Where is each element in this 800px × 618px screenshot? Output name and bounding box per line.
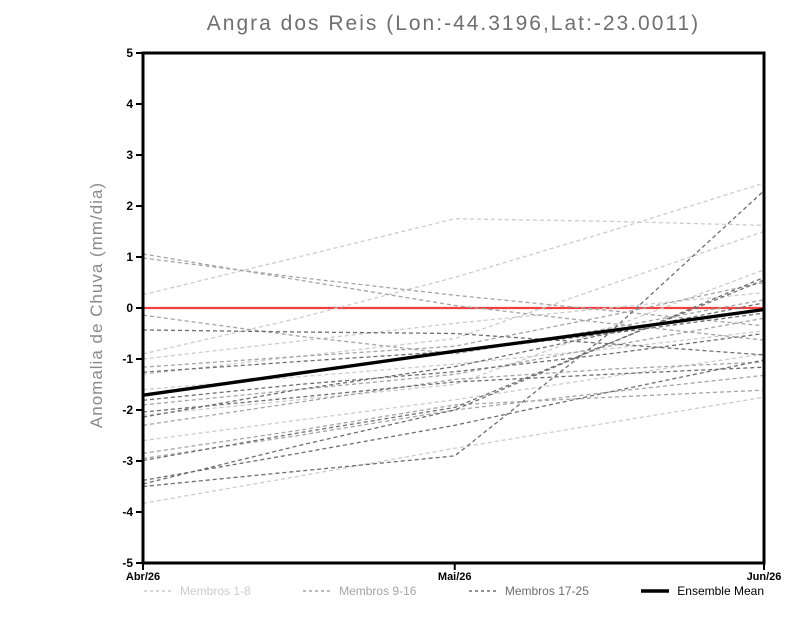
y-tick-label: 1 xyxy=(126,250,133,264)
x-tick-label: Jun/26 xyxy=(747,571,782,583)
member-line xyxy=(142,182,765,355)
member-line xyxy=(142,329,765,356)
y-tick-label: -4 xyxy=(122,505,133,519)
member-line xyxy=(142,292,765,360)
legend-item: Membros 9-16 xyxy=(302,584,416,598)
member-line xyxy=(142,389,765,454)
member-line xyxy=(142,359,765,482)
y-tick-label: -3 xyxy=(122,454,133,468)
member-line xyxy=(142,302,765,418)
y-tick-label: -5 xyxy=(122,556,133,570)
y-tick-label: 4 xyxy=(126,97,133,111)
member-line xyxy=(142,332,765,401)
member-line xyxy=(142,190,765,488)
member-line xyxy=(142,269,765,416)
y-tick-label: -1 xyxy=(122,352,133,366)
member-line xyxy=(142,276,765,462)
legend-label: Membros 1-8 xyxy=(180,584,251,598)
member-line xyxy=(142,257,765,327)
y-tick-label: 2 xyxy=(126,199,133,213)
member-line xyxy=(142,366,765,413)
member-line xyxy=(142,279,765,485)
legend-item: Ensemble Mean xyxy=(640,584,764,598)
y-tick-label: -2 xyxy=(122,403,133,417)
member-line xyxy=(142,218,765,296)
legend-line-sample xyxy=(303,590,332,592)
y-tick-label: 0 xyxy=(126,301,133,315)
x-tick-label: Mai/26 xyxy=(438,571,472,583)
y-tick-label: 5 xyxy=(126,46,133,60)
member-line xyxy=(142,374,765,460)
member-line xyxy=(142,396,765,504)
member-line xyxy=(142,312,765,373)
y-tick-label: 3 xyxy=(126,148,133,162)
legend-label: Ensemble Mean xyxy=(677,584,764,598)
ensemble-mean-line xyxy=(142,307,765,397)
member-line xyxy=(142,281,765,368)
legend-line-sample xyxy=(144,590,172,592)
legend: Membros 1-8 Membros 9-16 Membros 17-25 Ense… xyxy=(143,584,764,598)
legend-item: Membros 1-8 xyxy=(143,584,251,598)
legend-item: Membros 17-25 xyxy=(468,584,589,598)
member-line xyxy=(142,330,765,391)
legend-line-sample xyxy=(641,589,670,593)
legend-line-sample xyxy=(468,590,497,592)
member-line xyxy=(142,361,765,426)
legend-label: Membros 17-25 xyxy=(504,584,589,598)
legend-label: Membros 9-16 xyxy=(339,584,417,598)
x-tick-label: Abr/26 xyxy=(126,571,160,583)
chart-title: Angra dos Reis (Lon:-44.3196,Lat:-23.001… xyxy=(206,12,701,35)
member-line xyxy=(142,353,765,442)
member-line xyxy=(142,253,765,341)
